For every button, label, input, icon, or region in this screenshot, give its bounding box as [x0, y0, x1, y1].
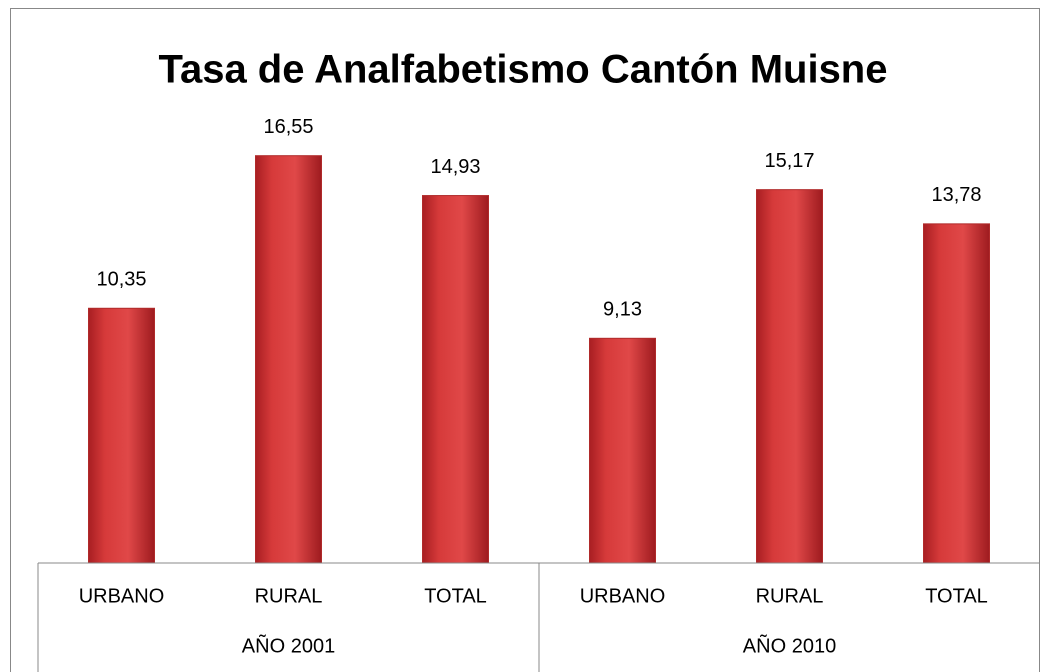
chart-frame [10, 8, 1040, 672]
group-label: AÑO 2001 [242, 633, 335, 657]
bar [88, 307, 155, 564]
x-tick-label: URBANO [79, 585, 165, 607]
bar [756, 189, 823, 564]
group-label: AÑO 2010 [743, 633, 836, 657]
bar [255, 155, 322, 564]
value-label: 10,35 [96, 269, 146, 291]
x-tick-label: RURAL [756, 585, 824, 607]
value-label: 16,55 [263, 116, 313, 138]
chart-title: Tasa de Analfabetismo Cantón Muisne [158, 48, 887, 92]
value-label: 15,17 [764, 150, 814, 172]
value-label: 9,13 [603, 299, 642, 321]
bar [923, 223, 990, 564]
x-tick-label: RURAL [255, 585, 323, 607]
x-tick-label: URBANO [580, 585, 666, 607]
bar [422, 195, 489, 564]
x-tick-label: TOTAL [925, 585, 988, 607]
x-tick-label: TOTAL [424, 585, 487, 607]
value-label: 13,78 [931, 184, 981, 206]
bar [589, 337, 656, 564]
value-label: 14,93 [430, 156, 480, 178]
